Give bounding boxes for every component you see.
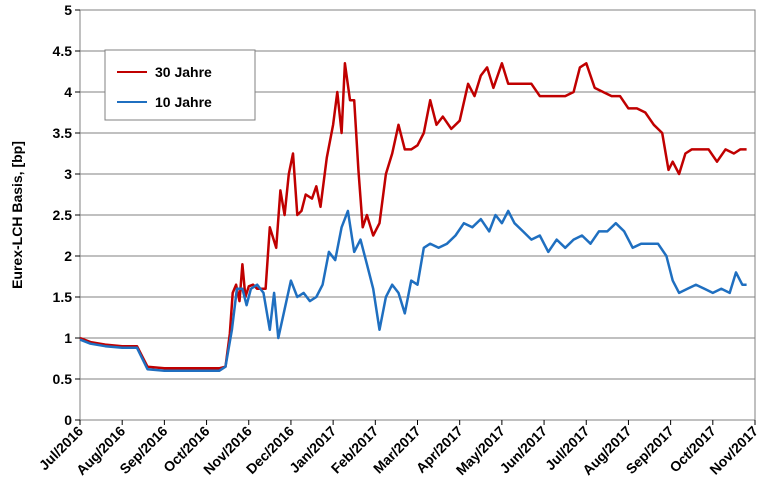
y-tick-label: 1.5 [53, 289, 73, 305]
y-tick-label: 0.5 [53, 371, 73, 387]
y-tick-label: 3.5 [53, 125, 73, 141]
y-tick-label: 3 [64, 166, 72, 182]
y-tick-label: 4.5 [53, 43, 73, 59]
chart-container: 00.511.522.533.544.55Jul/2016Aug/2016Sep… [0, 0, 780, 500]
y-tick-label: 2.5 [53, 207, 73, 223]
legend-label: 30 Jahre [155, 64, 212, 80]
legend-label: 10 Jahre [155, 94, 212, 110]
y-axis-label: Eurex-LCH Basis, [bp] [9, 141, 25, 289]
y-tick-label: 5 [64, 2, 72, 18]
y-tick-label: 2 [64, 248, 72, 264]
line-chart: 00.511.522.533.544.55Jul/2016Aug/2016Sep… [0, 0, 780, 500]
y-tick-label: 4 [64, 84, 72, 100]
y-tick-label: 1 [64, 330, 72, 346]
